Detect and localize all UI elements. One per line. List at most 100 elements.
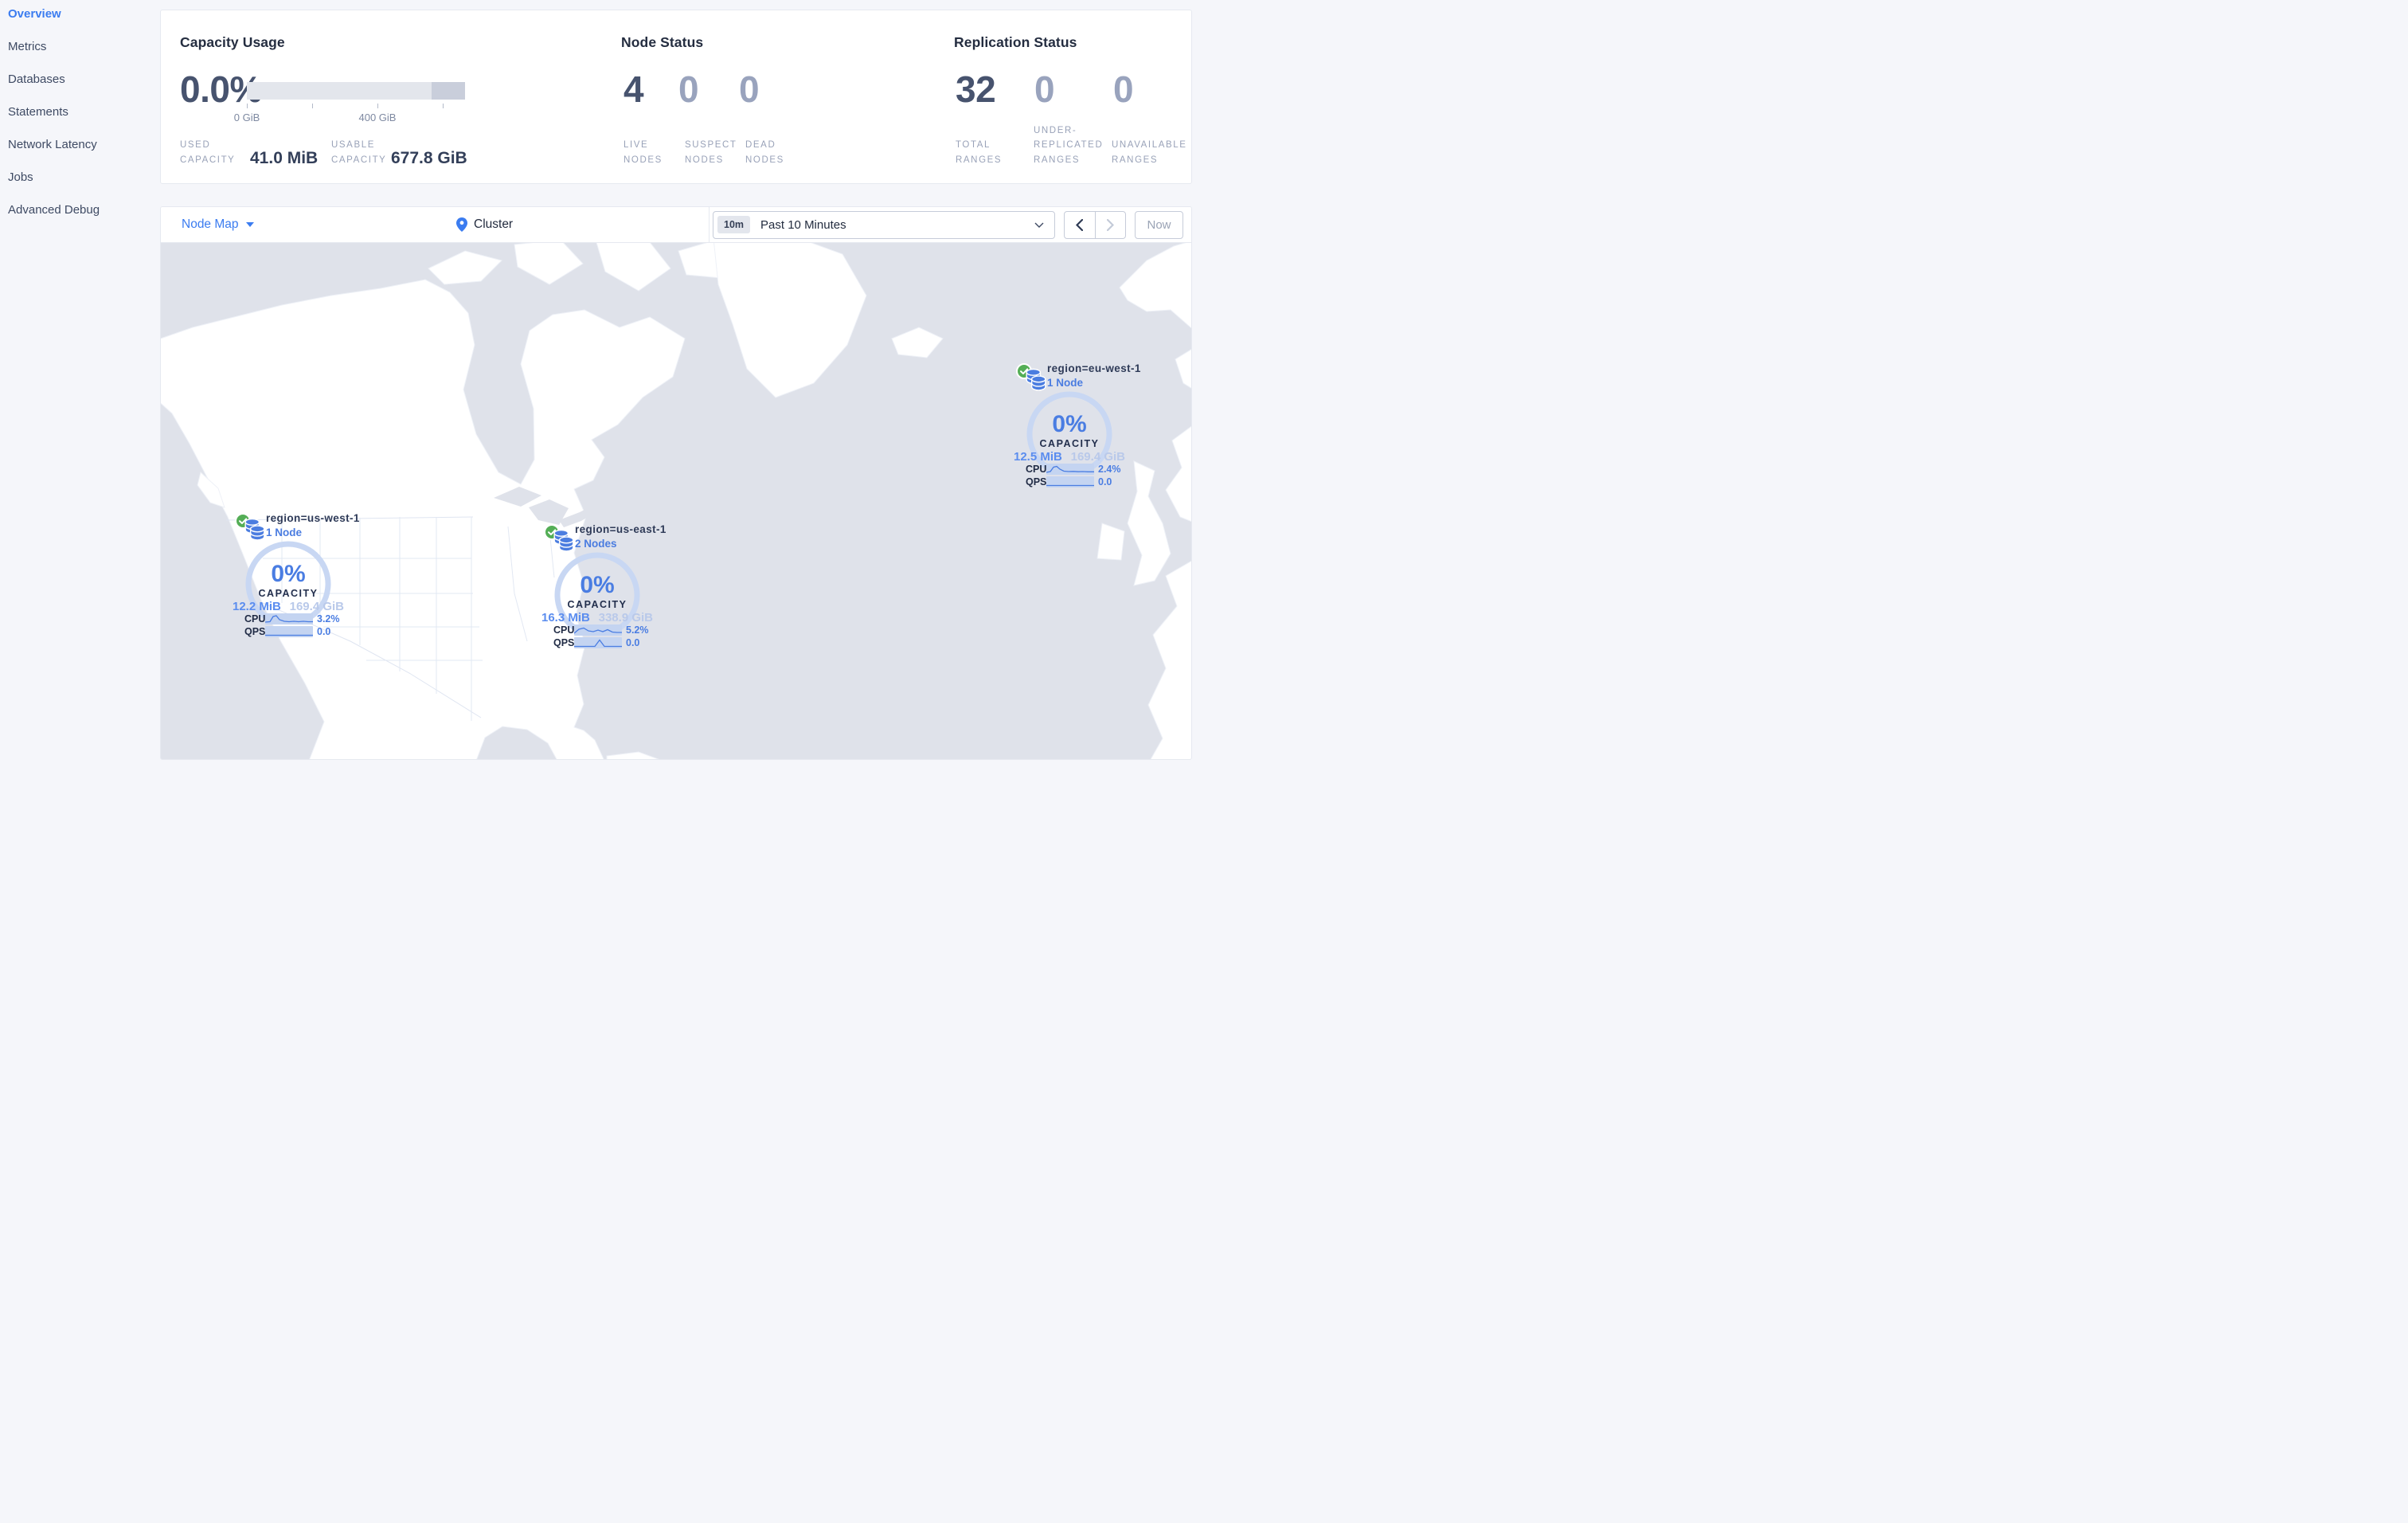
cpu-value: 2.4% — [1098, 464, 1121, 475]
sidebar-item-databases[interactable]: Databases — [8, 72, 65, 86]
locality-name: region=us-west-1 — [266, 512, 360, 524]
locality-name: region=eu-west-1 — [1047, 362, 1141, 374]
cpu-row: CPU 3.2% — [234, 613, 377, 624]
capacity-usage-title: Capacity Usage — [180, 34, 285, 50]
time-window-badge: 10m — [717, 216, 751, 233]
cpu-sparkline — [574, 624, 622, 636]
locality-node-count[interactable]: 2 Nodes — [575, 538, 617, 550]
qps-row: QPS 0.0 — [543, 637, 686, 648]
unavailable-ranges-label: UNAVAILABLE RANGES — [1112, 140, 1187, 165]
capacity-axis-label-0: 0 GiB — [233, 112, 260, 123]
land-great-britain — [1127, 460, 1171, 586]
time-step-forward-button[interactable] — [1096, 212, 1126, 238]
caret-down-icon — [245, 222, 254, 227]
capacity-values: 12.2 MiB 169.4 GiB — [233, 600, 344, 613]
used-capacity: 16.3 MiB — [541, 611, 590, 624]
cpu-row: CPU 5.2% — [543, 624, 686, 636]
capacity-axis-tick — [312, 104, 313, 108]
total-ranges-count: 32 — [956, 69, 996, 110]
locality-marker-us-west-1[interactable]: region=us-west-1 1 Node 0% CAPACITY 12.2… — [233, 511, 377, 642]
cluster-summary-card: Capacity Usage 0.0% 0 GiB 400 GiB USED CA… — [160, 10, 1192, 184]
capacity-axis-tick — [377, 104, 378, 108]
chevron-right-icon — [1106, 218, 1114, 231]
svg-text:CAPACITY: CAPACITY — [259, 588, 319, 599]
capacity-values: 16.3 MiB 338.9 GiB — [541, 611, 653, 624]
qps-row: QPS 0.0 — [234, 626, 377, 637]
cpu-value: 5.2% — [626, 624, 649, 636]
sidebar-item-network-latency[interactable]: Network Latency — [8, 138, 97, 151]
sidebar-item-advanced-debug[interactable]: Advanced Debug — [8, 203, 100, 217]
sidebar-item-statements[interactable]: Statements — [8, 105, 68, 119]
sidebar-item-jobs[interactable]: Jobs — [8, 170, 33, 184]
capacity-bar — [247, 82, 465, 100]
total-ranges-label: TOTAL RANGES — [956, 140, 1003, 165]
capacity-axis-label-400: 400 GiB — [358, 112, 397, 123]
dead-nodes-count: 0 — [739, 69, 760, 110]
land-iceland — [891, 327, 944, 358]
cpu-label: CPU — [1026, 464, 1047, 475]
used-capacity-value: 41.0 MiB — [250, 149, 319, 167]
nodes-stack-icon — [553, 529, 574, 552]
land-cuba — [606, 751, 659, 759]
land-arctic-island — [596, 243, 671, 292]
land-ireland — [1096, 523, 1125, 561]
node-map-header: Node Map Cluster 10m Past 10 Minutes — [161, 207, 1191, 243]
replication-status-title: Replication Status — [954, 34, 1077, 50]
landmasses — [161, 243, 1191, 759]
time-window-dropdown[interactable]: 10m Past 10 Minutes — [713, 210, 1055, 239]
svg-text:0%: 0% — [1052, 411, 1086, 437]
locality-node-count[interactable]: 1 Node — [1047, 377, 1084, 389]
sidebar-item-metrics[interactable]: Metrics — [8, 40, 47, 53]
nodes-stack-icon — [1026, 368, 1046, 391]
land-north-america — [161, 279, 686, 759]
chevron-down-icon — [1034, 222, 1044, 228]
locality-marker-us-east-1[interactable]: region=us-east-1 2 Nodes 0% CAPACITY 16.… — [541, 522, 686, 653]
total-capacity: 169.4 GiB — [1070, 450, 1125, 464]
locality-name: region=us-east-1 — [575, 523, 666, 535]
suspect-nodes-label: SUSPECT NODES — [685, 140, 737, 165]
time-window-label: Past 10 Minutes — [760, 217, 846, 232]
qps-value: 0.0 — [1098, 476, 1112, 487]
usable-capacity-value: 677.8 GiB — [391, 149, 467, 167]
map-pin-icon — [456, 217, 467, 232]
locality-node-count[interactable]: 1 Node — [266, 527, 303, 538]
svg-text:0%: 0% — [271, 561, 305, 587]
svg-text:0%: 0% — [580, 572, 614, 598]
great-lakes — [494, 487, 599, 527]
qps-value: 0.0 — [626, 637, 640, 648]
world-map — [161, 243, 1191, 759]
locality-marker-eu-west-1[interactable]: region=eu-west-1 1 Node 0% CAPACITY 12.5… — [1014, 361, 1159, 492]
node-map-canvas: region=us-west-1 1 Node 0% CAPACITY 12.2… — [161, 243, 1191, 759]
time-step-control — [1064, 210, 1126, 239]
capacity-gauge: 0% CAPACITY — [245, 541, 331, 620]
under-replicated-ranges-label: UNDER- REPLICATED RANGES — [1034, 125, 1104, 165]
unavailable-ranges-count: 0 — [1113, 69, 1134, 110]
cpu-value: 3.2% — [317, 613, 340, 624]
sidebar-item-overview[interactable]: Overview — [8, 7, 61, 21]
db-console-overview-page: Overview Metrics Databases Statements Ne… — [0, 0, 1204, 762]
breadcrumb[interactable]: Cluster — [456, 217, 513, 232]
land-island — [197, 472, 225, 508]
capacity-values: 12.5 MiB 169.4 GiB — [1014, 450, 1125, 464]
land-europe-north — [1165, 425, 1191, 523]
land-arctic-island — [514, 243, 584, 285]
node-map-header-right: 10m Past 10 Minutes Now — [710, 210, 1191, 239]
capacity-gauge: 0% CAPACITY — [1026, 391, 1112, 470]
cpu-label: CPU — [244, 613, 266, 624]
suspect-nodes-count: 0 — [678, 69, 699, 110]
land-scandinavia — [1119, 243, 1191, 329]
node-map-header-left: Node Map Cluster — [161, 207, 710, 242]
view-selector-label: Node Map — [182, 217, 239, 231]
chevron-left-icon — [1076, 218, 1084, 231]
land-arctic-island — [428, 250, 502, 285]
qps-row: QPS 0.0 — [1015, 476, 1159, 487]
qps-sparkline — [574, 637, 622, 648]
time-step-back-button[interactable] — [1065, 211, 1096, 238]
cpu-sparkline — [265, 613, 313, 624]
live-nodes-label: LIVE NODES — [624, 140, 663, 165]
view-selector-dropdown[interactable]: Node Map — [182, 217, 254, 232]
now-button[interactable]: Now — [1135, 210, 1183, 239]
node-status-title: Node Status — [621, 34, 704, 50]
svg-text:CAPACITY: CAPACITY — [568, 599, 627, 610]
capacity-gauge: 0% CAPACITY — [554, 552, 640, 631]
